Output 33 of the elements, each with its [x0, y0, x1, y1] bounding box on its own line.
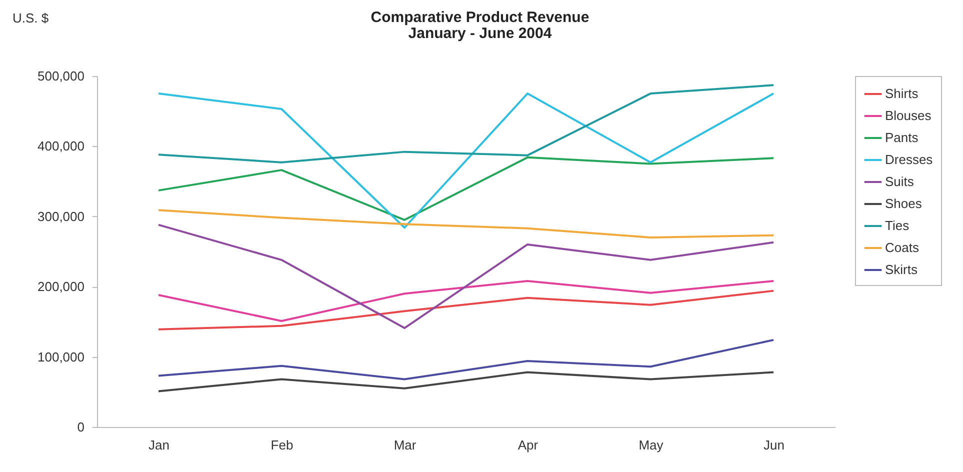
- x-tick-label: Apr: [518, 438, 539, 452]
- legend-label: Coats: [885, 240, 920, 255]
- legend-label: Suits: [885, 174, 914, 189]
- y-tick-label: 100,000: [38, 349, 84, 364]
- x-tick-label: Jun: [764, 438, 784, 452]
- y-tick-label: 400,000: [38, 138, 84, 154]
- y-tick-label: 500,000: [38, 68, 84, 84]
- line-series: [158, 280, 774, 322]
- legend-label: Pants: [885, 130, 919, 145]
- line-series: [158, 209, 774, 238]
- line-series: [158, 92, 774, 229]
- legend-label: Shirts: [885, 86, 919, 101]
- x-tick-label: Jan: [148, 438, 170, 452]
- line-series: [158, 371, 774, 392]
- line-series: [158, 84, 774, 164]
- chart-title: Comparative Product Revenue: [370, 9, 590, 26]
- legend-label: Dresses: [885, 152, 934, 167]
- line-series: [158, 338, 774, 380]
- line-series: [158, 290, 774, 330]
- x-tick-label: Mar: [394, 438, 417, 452]
- legend-label: Ties: [885, 218, 910, 233]
- legend-label: Skirts: [885, 262, 918, 277]
- y-axis-title: U.S. $: [12, 10, 50, 26]
- line-series: [158, 156, 774, 221]
- legend-label: Blouses: [885, 108, 932, 123]
- x-tick-label: Feb: [270, 438, 294, 452]
- y-tick-label: 300,000: [38, 208, 84, 224]
- y-tick-label: 0: [77, 420, 84, 434]
- y-tick-label: 200,000: [38, 279, 84, 294]
- line-series: [158, 224, 774, 330]
- chart-subtitle: January - June 2004: [408, 25, 552, 42]
- legend-label: Shoes: [885, 196, 922, 211]
- x-tick-label: May: [638, 438, 664, 452]
